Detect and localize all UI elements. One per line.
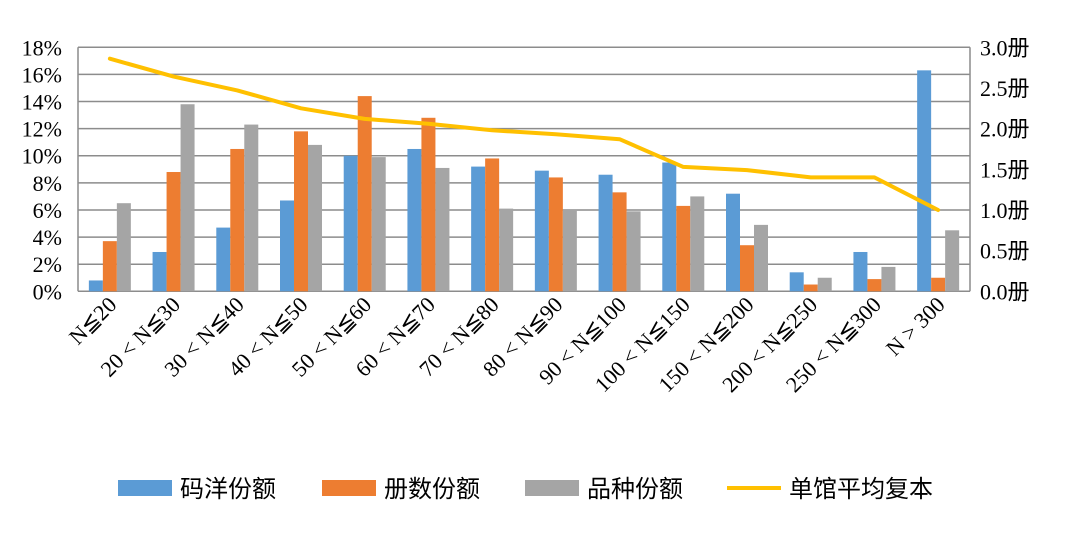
bar-1-9 [676, 205, 691, 292]
bar-0-4 [343, 155, 358, 292]
bar-0-7 [534, 170, 549, 292]
right-tick-label: 2.0册 [980, 117, 1030, 142]
bar-2-10 [754, 224, 768, 292]
left-axis: 0%2%4%6%8%10%12%14% 16%18% [22, 35, 62, 304]
bar-0-12 [853, 251, 868, 292]
bars [88, 70, 960, 292]
category-label: N≦20 [64, 292, 122, 350]
bar-0-0 [88, 280, 103, 292]
bar-2-1 [180, 104, 195, 292]
bar-1-8 [612, 192, 627, 292]
bar-1-2 [230, 148, 245, 292]
bar-0-11 [789, 272, 804, 292]
bar-2-11 [817, 277, 832, 292]
bar-2-4 [371, 157, 386, 292]
bar-2-7 [562, 209, 577, 292]
bar-2-9 [690, 196, 705, 292]
bar-2-6 [499, 208, 514, 292]
right-tick-label: 1.5册 [980, 157, 1030, 182]
left-tick-label: 0% [33, 279, 62, 304]
left-tick-label: 10% [22, 144, 62, 169]
bar-1-7 [548, 177, 563, 292]
bar-0-10 [726, 193, 740, 292]
line-average-copies [107, 56, 941, 212]
bar-1-13 [931, 277, 946, 292]
right-tick-label: 2.5册 [980, 76, 1030, 101]
bar-0-9 [662, 162, 677, 292]
left-tick-label: 12% [22, 117, 62, 142]
right-axis: 0.0册 0.5册 1.0册 1.5册 2.0册 2.5册 3.0册 [980, 35, 1030, 304]
left-tick-label: 16% [22, 62, 62, 87]
right-tick-label: 0.0册 [980, 279, 1030, 304]
line-series [107, 56, 941, 212]
legend-label: 码洋份额 [180, 476, 276, 503]
bar-1-0 [102, 241, 117, 292]
bar-1-11 [803, 284, 818, 292]
legend-swatch-2 [525, 480, 579, 496]
bar-0-6 [471, 166, 486, 292]
legend-swatch-0 [118, 480, 172, 496]
category-label: N > 300 [881, 292, 950, 361]
bar-2-3 [308, 144, 322, 292]
bar-1-5 [421, 117, 436, 292]
left-tick-label: 4% [33, 225, 62, 250]
bar-2-12 [881, 266, 896, 292]
bar-1-3 [294, 131, 308, 292]
bar-0-3 [280, 200, 294, 292]
bar-2-2 [244, 124, 259, 292]
legend-swatch-1 [322, 480, 376, 496]
bar-0-5 [407, 148, 422, 292]
bar-1-12 [867, 279, 882, 292]
legend-label: 单馆平均复本 [789, 476, 933, 503]
left-tick-label: 18% [22, 35, 62, 60]
bar-0-8 [598, 174, 613, 292]
bar-1-4 [357, 96, 372, 292]
bar-0-2 [216, 227, 231, 292]
left-tick-label: 2% [33, 252, 62, 277]
bar-0-13 [917, 70, 932, 292]
left-tick-label: 8% [33, 171, 62, 196]
legend-label: 品种份额 [587, 476, 683, 503]
bar-2-5 [435, 167, 450, 292]
bar-2-0 [116, 203, 131, 292]
bar-2-13 [945, 230, 960, 292]
bar-2-8 [626, 211, 641, 292]
bar-1-1 [166, 172, 181, 292]
legend-label: 册数份额 [384, 476, 480, 503]
bar-1-6 [485, 158, 500, 292]
left-tick-label: 14% [22, 90, 62, 115]
left-tick-label: 6% [33, 198, 62, 223]
bar-1-10 [740, 245, 754, 292]
legend: 码洋份额 册数份额 品种份额 单馆平均复本 [118, 476, 933, 503]
right-tick-label: 3.0册 [980, 35, 1030, 60]
right-tick-label: 0.5册 [980, 239, 1030, 264]
right-tick-label: 1.0册 [980, 198, 1030, 223]
bar-0-1 [152, 251, 167, 292]
